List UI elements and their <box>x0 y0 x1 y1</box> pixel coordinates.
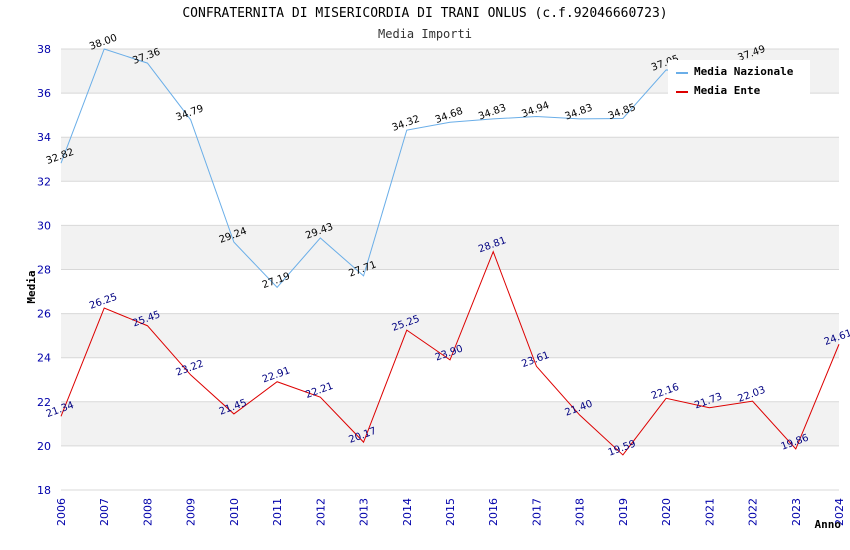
x-tick-label: 2021 <box>703 498 716 526</box>
x-tick-label: 2013 <box>358 498 371 526</box>
chart-title: CONFRATERNITA DI MISERICORDIA DI TRANI O… <box>182 6 668 21</box>
y-tick-label: 18 <box>37 484 51 497</box>
x-tick-label: 2011 <box>271 498 284 526</box>
grid-band <box>61 181 839 226</box>
grid-band <box>61 269 839 314</box>
chart-subtitle: Media Importi <box>378 27 472 41</box>
y-tick-label: 26 <box>37 308 51 321</box>
x-tick-label: 2012 <box>314 498 327 526</box>
y-axis-label: Media <box>25 270 38 303</box>
grid-band <box>61 401 839 446</box>
x-tick-label: 2024 <box>833 498 846 526</box>
grid-band <box>61 137 839 182</box>
y-tick-label: 34 <box>37 131 51 144</box>
grid-lines <box>61 48 839 491</box>
grid-band <box>61 225 839 270</box>
y-axis-ticks: 18 20 22 24 26 28 30 32 34 36 38 <box>37 43 51 497</box>
x-tick-label: 2010 <box>228 498 241 526</box>
y-tick-label: 36 <box>37 87 51 100</box>
legend: Media Nazionale Media Ente <box>668 60 810 97</box>
grid-band <box>61 313 839 358</box>
x-tick-label: 2015 <box>444 498 457 526</box>
x-tick-label: 2016 <box>487 498 500 526</box>
y-tick-label: 28 <box>37 264 51 277</box>
series-line-media-nazionale <box>60 48 753 289</box>
y-tick-label: 38 <box>37 43 51 56</box>
y-tick-label: 30 <box>37 219 51 232</box>
legend-box <box>668 60 810 96</box>
x-tick-label: 2007 <box>98 498 111 526</box>
legend-item-media-ente: Media Ente <box>694 84 761 97</box>
x-axis-ticks: 2006 2007 2008 2009 2010 2011 2012 2013 2014 2015… <box>55 498 846 526</box>
y-tick-label: 20 <box>37 440 51 453</box>
y-tick-label: 24 <box>37 352 51 365</box>
grid-bands <box>61 49 839 490</box>
series-lines <box>60 48 840 456</box>
y-tick-label: 32 <box>37 175 51 188</box>
x-tick-label: 2017 <box>530 498 543 526</box>
x-tick-label: 2014 <box>401 498 414 526</box>
grid-band <box>61 93 839 138</box>
x-tick-label: 2009 <box>185 498 198 526</box>
y-tick-label: 22 <box>37 396 51 409</box>
x-tick-label: 2006 <box>55 498 68 526</box>
x-tick-label: 2022 <box>747 498 760 526</box>
x-tick-label: 2020 <box>660 498 673 526</box>
grid-band <box>61 445 839 490</box>
x-axis-label: Anno <box>815 518 842 531</box>
x-tick-label: 2008 <box>141 498 154 526</box>
x-tick-label: 2023 <box>790 498 803 526</box>
series-line-media-ente <box>60 250 840 456</box>
legend-item-media-nazionale: Media Nazionale <box>694 65 794 78</box>
x-tick-label: 2018 <box>574 498 587 526</box>
x-tick-label: 2019 <box>617 498 630 526</box>
grid-band <box>61 357 839 402</box>
